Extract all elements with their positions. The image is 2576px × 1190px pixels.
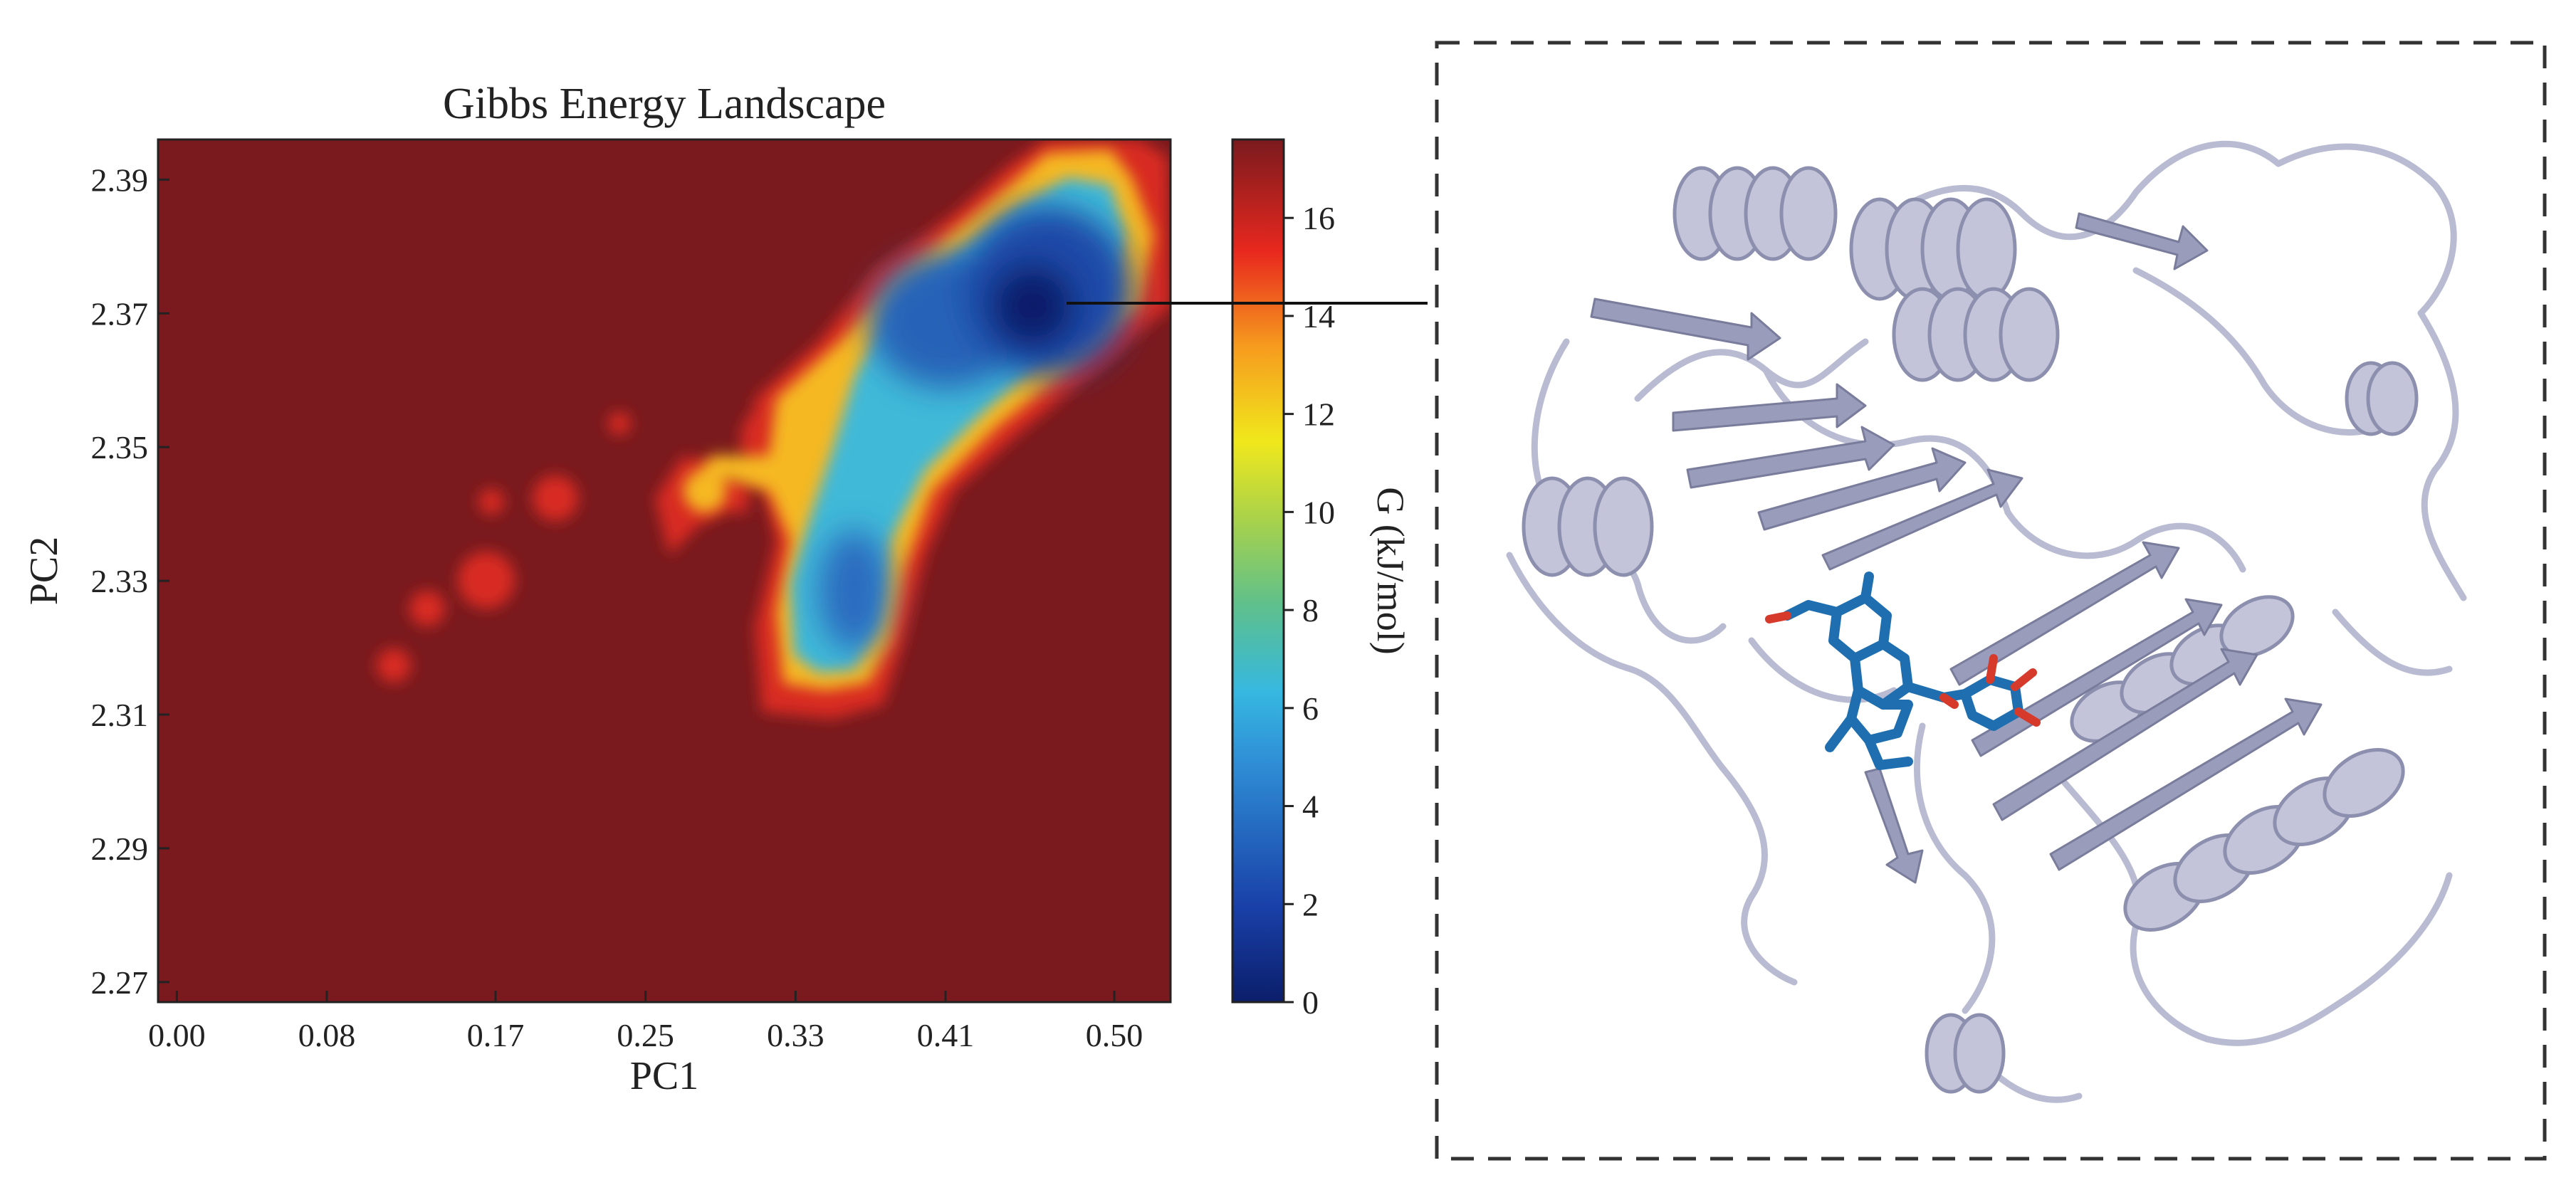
energy-heatmap: [157, 138, 1172, 1004]
colorbar-tick-label: 10: [1302, 494, 1335, 530]
strand: [1672, 383, 1867, 432]
plot-frame: [157, 138, 1172, 1004]
protein-cartoon: [1506, 140, 2467, 1103]
helix-upper-right: [1892, 287, 2060, 382]
y-tick-label: 2.39: [91, 162, 149, 198]
helix-top-left: [1672, 166, 1838, 261]
helix-lower-right-2: [2123, 748, 2405, 932]
x-tick-label: 0.50: [1086, 1017, 1143, 1053]
helix-bottom: [1925, 1013, 2006, 1094]
strand: [2049, 697, 2323, 871]
helix-left: [1522, 476, 1654, 577]
protein-strands: [1590, 212, 2323, 884]
x-tick-label: 0.00: [148, 1017, 206, 1053]
y-axis-label: PC2: [22, 537, 66, 606]
y-tick-label: 2.37: [91, 295, 149, 332]
strand: [1864, 767, 1924, 884]
strand: [1992, 648, 2258, 821]
y-axis: 2.27 2.29 2.31 2.33 2.35 2.37 2.39: [91, 162, 169, 1001]
colorbar-tick-label: 2: [1302, 886, 1319, 922]
colorbar-tick-label: 0: [1302, 984, 1319, 1021]
x-axis-label: PC1: [630, 1054, 699, 1098]
x-tick-label: 0.17: [467, 1017, 525, 1053]
heatmap-blue-basins: [819, 206, 1132, 651]
strand: [2075, 212, 2209, 270]
strand: [1757, 447, 1967, 531]
y-tick-label: 2.35: [91, 429, 149, 465]
colorbar-label: G (kJ/mol): [1369, 487, 1412, 655]
x-axis: 0.00 0.08 0.17 0.25 0.33 0.41 0.50: [148, 991, 1143, 1053]
x-tick-label: 0.08: [298, 1017, 356, 1053]
chart-title: Gibbs Energy Landscape: [443, 80, 886, 128]
colorbar-tick-label: 6: [1302, 690, 1319, 727]
colorbar-gradient: [1231, 138, 1285, 1004]
structure-panel-frame: [1435, 41, 2547, 1161]
x-tick-label: 0.41: [917, 1017, 975, 1053]
colorbar-tick-label: 16: [1302, 200, 1335, 236]
y-tick-label: 2.33: [91, 563, 149, 599]
y-tick-label: 2.31: [91, 697, 149, 733]
colorbar-tick-label: 8: [1302, 592, 1319, 628]
strand: [1686, 426, 1895, 489]
colorbar-tick-label: 12: [1302, 396, 1335, 433]
x-tick-label: 0.25: [617, 1017, 674, 1053]
ligand-molecule: [1765, 572, 2041, 770]
helix-right-small: [2345, 361, 2419, 436]
helix-top-center: [1849, 197, 2017, 301]
colorbar-tick-label: 4: [1302, 789, 1319, 825]
y-tick-label: 2.27: [91, 964, 149, 1001]
protein-helices: [1522, 166, 2419, 1094]
strand: [1821, 468, 2023, 571]
y-tick-label: 2.29: [91, 831, 149, 867]
strand: [1590, 298, 1781, 361]
x-tick-label: 0.33: [767, 1017, 824, 1053]
